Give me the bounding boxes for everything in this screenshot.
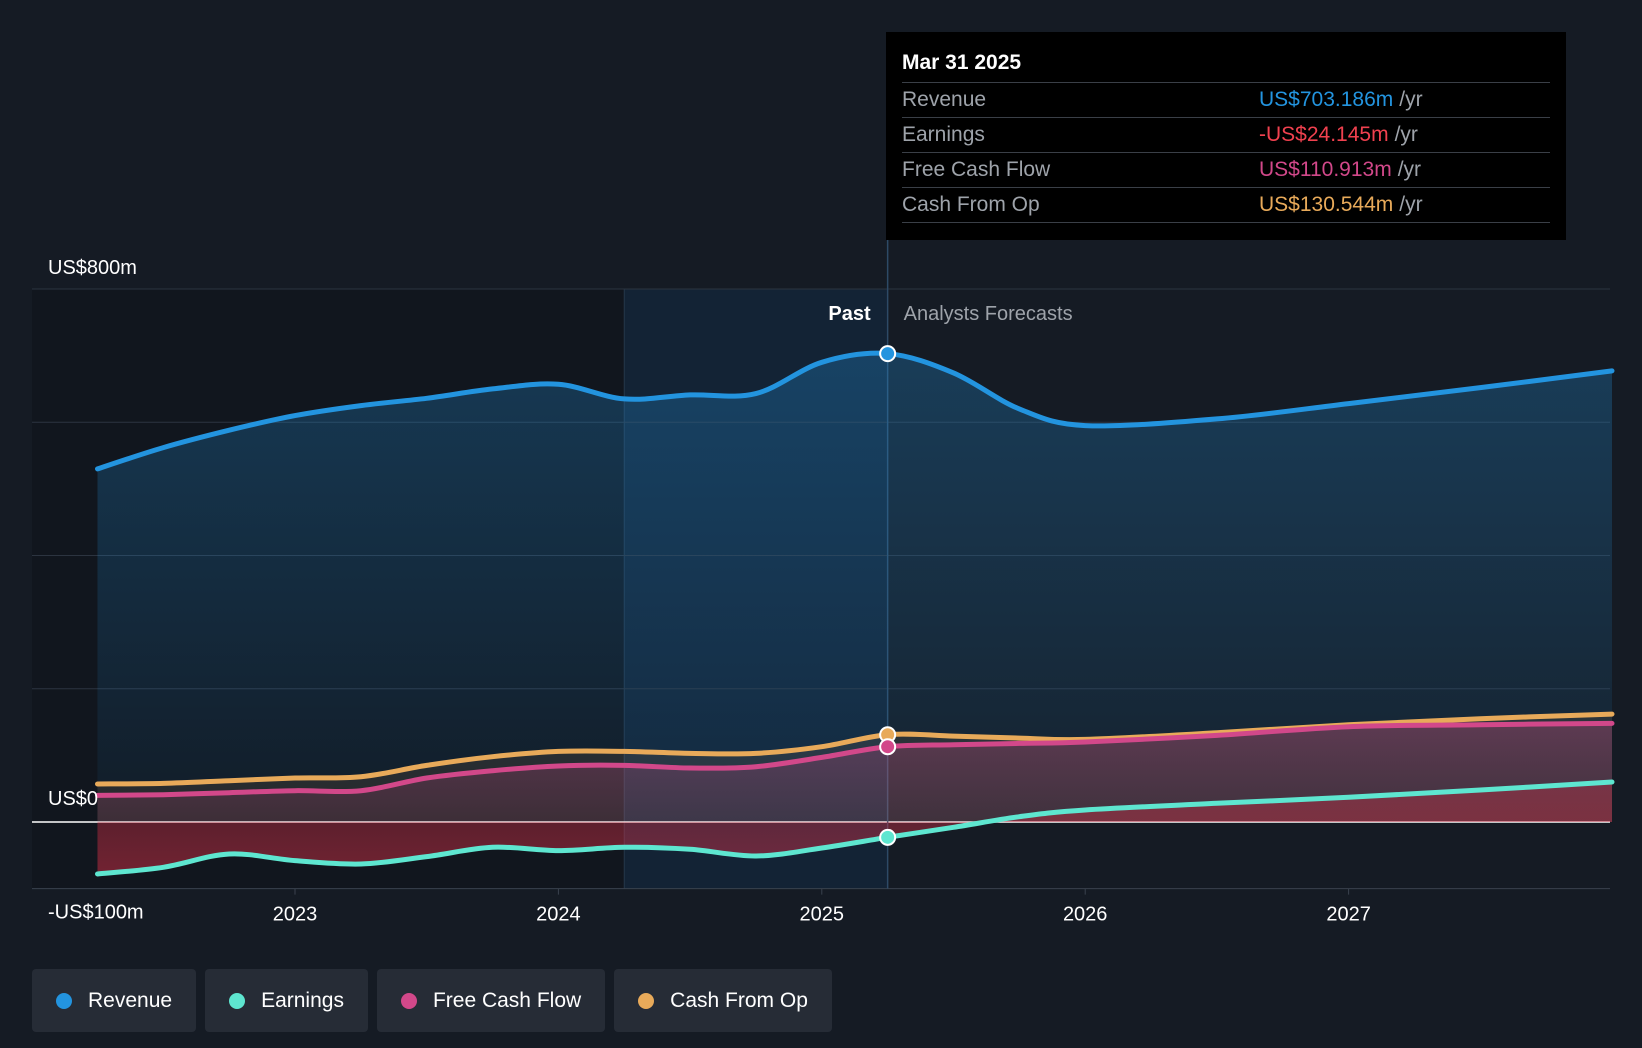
free-cash-flow-line <box>95 720 1615 798</box>
earnings-marker <box>879 828 897 846</box>
tooltip-date: Mar 31 2025 <box>902 48 1550 83</box>
legend-dot-icon <box>400 992 417 1009</box>
legend-dot-icon <box>229 992 246 1009</box>
free-cash-flow-area <box>97 723 1613 822</box>
tooltip-label: Revenue <box>902 88 987 111</box>
series-lines <box>95 350 1615 877</box>
legend: Revenue Earnings Free Cash Flow Cash Fro… <box>32 969 832 1032</box>
tooltip-label: Cash From Op <box>902 193 1040 216</box>
revenue-line <box>95 350 1615 472</box>
earnings-line <box>95 779 1615 877</box>
tooltip-value: -US$24.145m <box>1259 123 1389 146</box>
tooltip-row-earnings: Earnings -US$24.145m /yr <box>902 118 1550 153</box>
revenue-area <box>97 353 1613 822</box>
y-label-top: US$800m <box>48 257 137 279</box>
legend-item-free-cash-flow[interactable]: Free Cash Flow <box>376 969 606 1032</box>
legend-label: Cash From Op <box>670 988 808 1012</box>
free-cash-flow-marker <box>879 738 897 756</box>
legend-dot-icon <box>56 992 72 1009</box>
x-tick-label: 2023 <box>273 904 318 926</box>
y-label-zero: US$0 <box>48 788 98 810</box>
tooltip-label: Earnings <box>902 123 985 146</box>
legend-item-revenue[interactable]: Revenue <box>32 969 197 1032</box>
series-areas <box>97 353 1613 874</box>
tooltip-label: Free Cash Flow <box>902 158 1051 181</box>
forecast-label: Analysts Forecasts <box>904 303 1073 325</box>
hover-markers <box>879 345 897 846</box>
revenue-marker <box>879 345 897 363</box>
past-label: Past <box>828 303 871 325</box>
x-tick-label: 2024 <box>536 904 581 926</box>
tooltip-value: US$130.544m <box>1259 193 1394 216</box>
x-tick-label: 2025 <box>800 904 845 926</box>
legend-label: Free Cash Flow <box>432 988 582 1012</box>
tooltip-row-revenue: Revenue US$703.186m /yr <box>902 83 1550 118</box>
legend-label: Revenue <box>88 988 173 1012</box>
tooltip-row-free-cash-flow: Free Cash Flow US$110.913m /yr <box>902 153 1550 188</box>
tooltip-row-cash-from-op: Cash From Op US$130.544m /yr <box>902 188 1550 223</box>
tooltip-unit: /yr <box>1397 158 1422 181</box>
tooltip-unit: /yr <box>1399 88 1423 111</box>
legend-label: Earnings <box>261 988 344 1012</box>
x-tick-label: 2027 <box>1326 904 1371 926</box>
legend-item-earnings[interactable]: Earnings <box>205 969 368 1032</box>
tooltip: Mar 31 2025 Revenue US$703.186m /yr Earn… <box>886 32 1566 240</box>
tooltip-unit: /yr <box>1399 193 1423 216</box>
chart: US$800m US$0 -US$100m Past Analysts Forecast… <box>32 240 1615 926</box>
x-tick-label: 2026 <box>1063 904 1108 926</box>
y-label-bottom: -US$100m <box>48 902 144 924</box>
legend-dot-icon <box>638 992 655 1009</box>
tooltip-value: US$703.186m <box>1259 88 1394 111</box>
tooltip-value: US$110.913m <box>1259 158 1392 181</box>
legend-item-cash-from-op[interactable]: Cash From Op <box>614 969 832 1032</box>
tooltip-unit: /yr <box>1394 123 1418 146</box>
axis-labels: US$800m US$0 -US$100m Past Analysts Forecast… <box>48 257 1371 926</box>
